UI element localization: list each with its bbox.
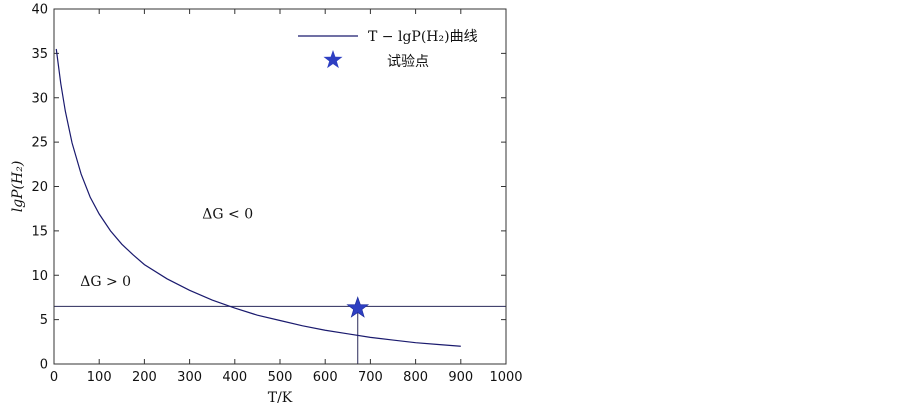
- test-point-star-marker: [346, 296, 370, 318]
- curve-series-line: [55, 48, 461, 347]
- legend-curve-label: T − lgP(H₂)曲线: [368, 29, 478, 45]
- x-tick-label: 800: [403, 370, 428, 385]
- legend-test-point-label: 试验点: [387, 54, 429, 70]
- annotation-dg-positive: ΔG > 0: [80, 274, 131, 290]
- series-layer: [55, 48, 461, 347]
- legend-star-marker: [323, 50, 343, 69]
- y-tick-label: 30: [31, 91, 48, 106]
- y-tick-label: 20: [31, 180, 48, 195]
- y-tick-label: 15: [31, 224, 48, 239]
- x-tick-label: 500: [268, 370, 293, 385]
- x-tick-label: 300: [177, 370, 202, 385]
- plot-frame: [53, 8, 507, 365]
- x-axis-title: T/K: [268, 390, 293, 406]
- y-tick-label: 5: [40, 313, 48, 328]
- x-tick-label: 1000: [489, 370, 522, 385]
- y-tick-label: 35: [31, 47, 48, 62]
- x-tick-label: 0: [50, 370, 58, 385]
- x-tick-label: 700: [358, 370, 383, 385]
- y-tick-label: 40: [31, 3, 48, 18]
- x-tick-label: 400: [222, 370, 247, 385]
- x-tick-label: 900: [448, 370, 473, 385]
- legend: T − lgP(H₂)曲线 试验点: [298, 29, 478, 70]
- tick-labels: 0 100 200 300 400 500 600 700 800 900 1000 0 5 10 15 20…: [31, 3, 522, 386]
- y-tick-label: 10: [31, 269, 48, 284]
- x-tick-label: 200: [132, 370, 157, 385]
- x-tick-label: 600: [313, 370, 338, 385]
- reference-lines: [54, 305, 506, 364]
- region-annotations: ΔG < 0 ΔG > 0: [80, 206, 253, 289]
- annotation-dg-negative: ΔG < 0: [202, 206, 253, 222]
- x-tick-label: 100: [87, 370, 112, 385]
- y-tick-label: 0: [40, 358, 48, 373]
- axis-ticks: [53, 8, 507, 365]
- y-tick-label: 25: [31, 136, 48, 151]
- y-axis-title: lgP(H₂): [10, 161, 26, 213]
